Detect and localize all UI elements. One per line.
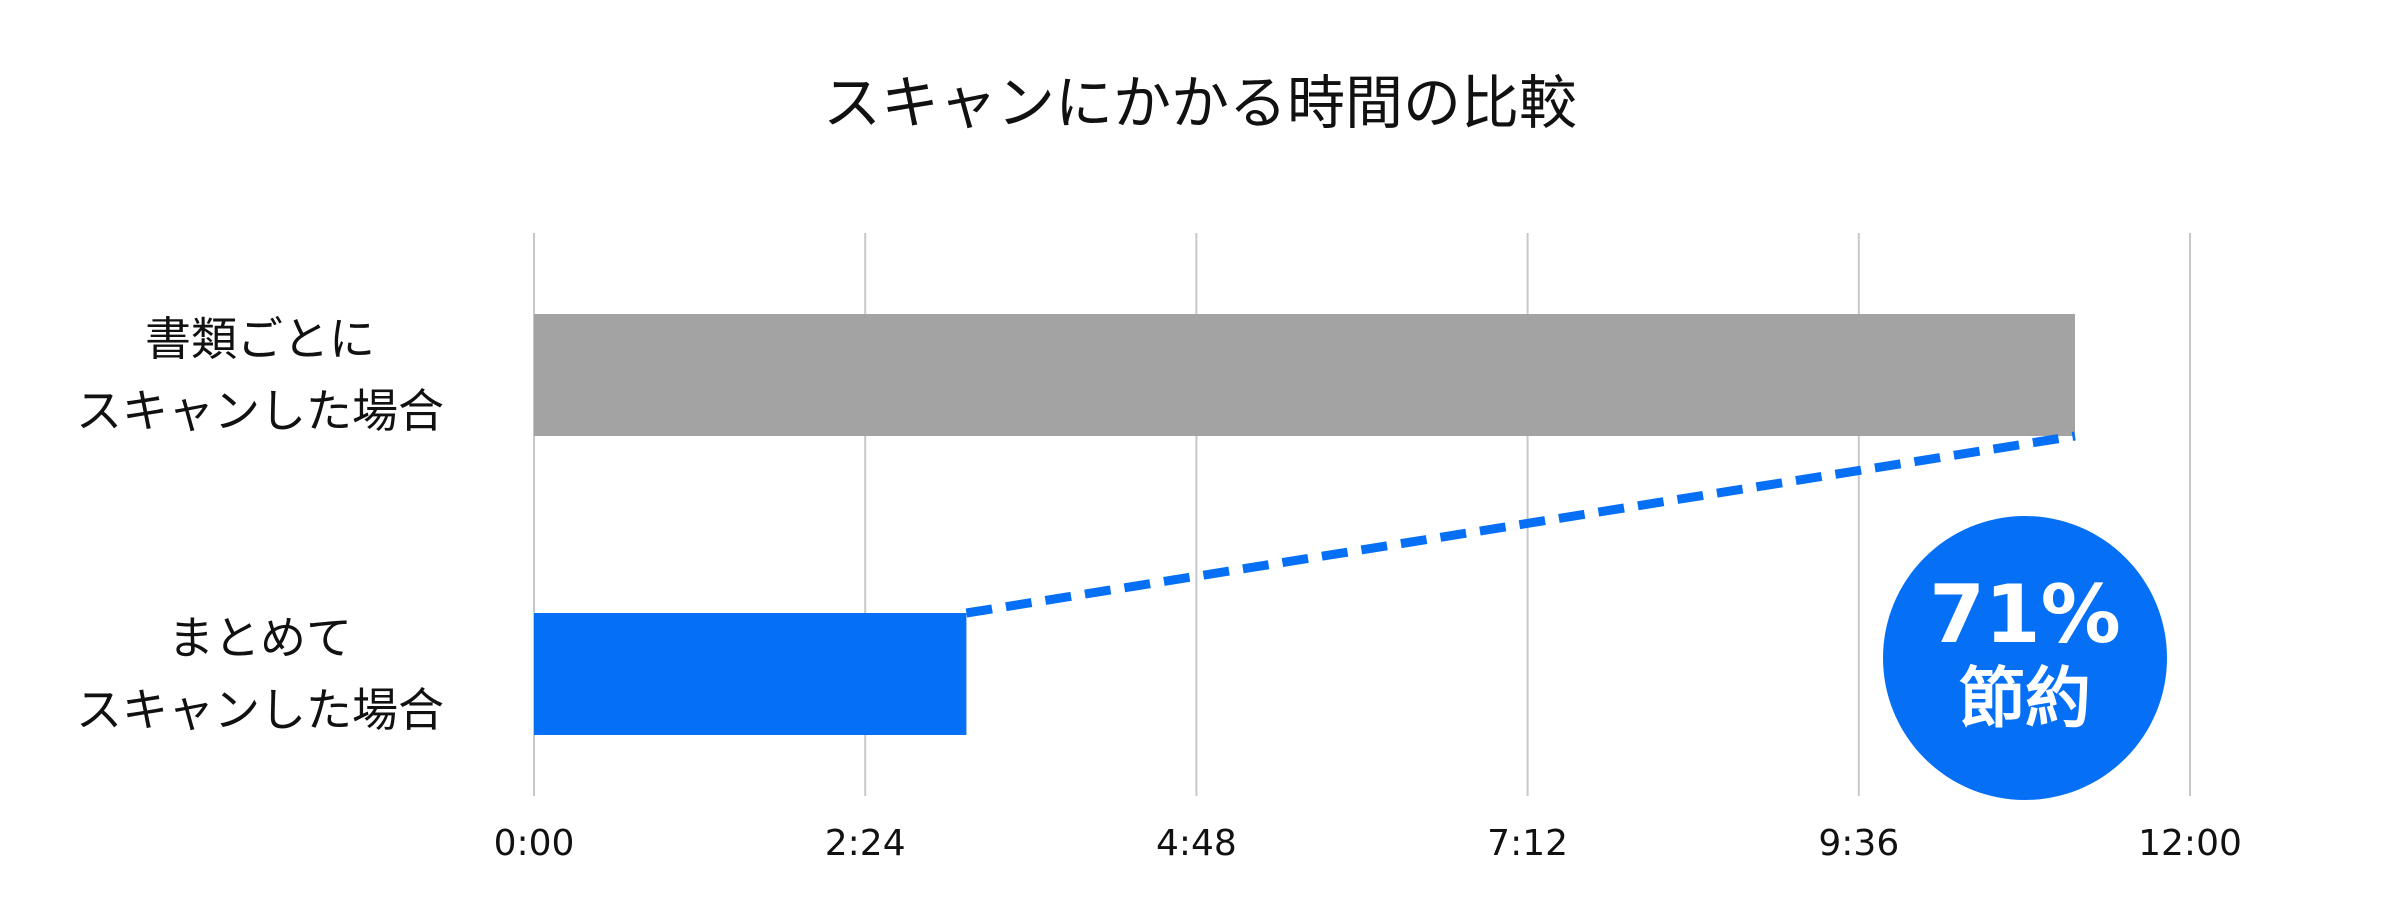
bar xyxy=(534,613,967,735)
annotation: 71% xyxy=(1929,568,2120,661)
bar xyxy=(534,314,2075,436)
x-tick-label: 2:24 xyxy=(825,823,906,864)
badge xyxy=(1883,516,2167,800)
x-tick-label: 7:12 xyxy=(1487,823,1568,864)
x-tick-label: 4:48 xyxy=(1156,823,1237,864)
x-tick-label: 9:36 xyxy=(1818,823,1899,864)
y-tick-label: 書類ごとに スキャンした場合 xyxy=(76,312,444,438)
chart-title: スキャンにかかる時間の比較 xyxy=(823,69,1577,137)
annotation: 節約 xyxy=(1959,660,2091,737)
y-tick-label: まとめて スキャンした場合 xyxy=(76,611,444,737)
x-tick-label: 0:00 xyxy=(494,823,575,864)
x-tick-label: 12:00 xyxy=(2138,823,2242,864)
connector-line xyxy=(965,431,2076,618)
